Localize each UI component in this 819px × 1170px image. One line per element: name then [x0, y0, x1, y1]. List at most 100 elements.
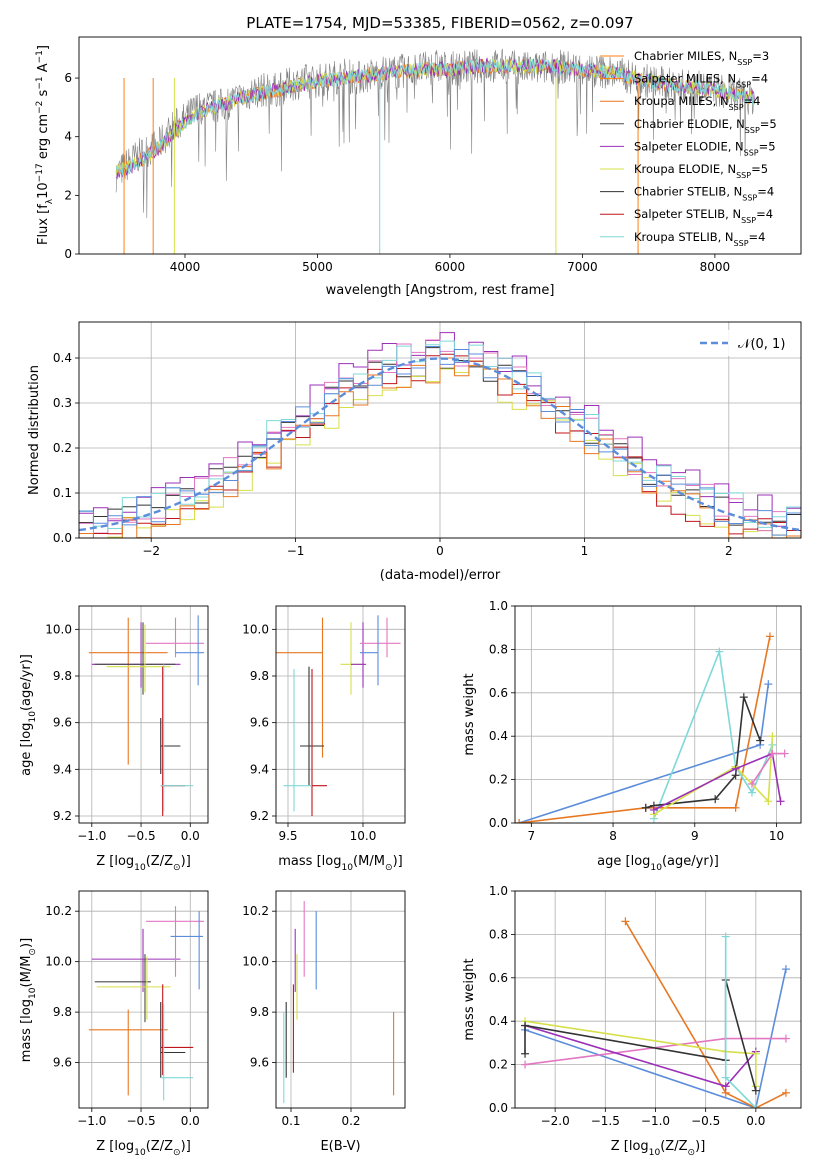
legend-entry: Kroupa STELIB, NSSP=4: [634, 230, 765, 248]
legend-text: =5: [751, 162, 768, 176]
legend-sub: SSP: [736, 171, 751, 180]
x-axis-label: Z [log10(Z/Z⊙)]: [96, 1139, 191, 1158]
x-tick-label: −1.0: [77, 1114, 106, 1128]
legend-sub: SSP: [729, 103, 744, 112]
legend-text: =4: [751, 72, 768, 86]
y-axis-label: mass weight: [462, 958, 477, 1040]
weight-line: [624, 920, 787, 1108]
legend-text: Kroupa STELIB, N: [634, 230, 734, 244]
legend-text: Kroupa ELODIE, N: [634, 162, 736, 176]
x-tick-label: 1: [581, 544, 589, 558]
legend-text: Salpeter STELIB, N: [634, 207, 741, 221]
y-tick-label: 0.0: [489, 1101, 508, 1115]
y-tick-label: 0.4: [489, 729, 508, 743]
axes-frame: [275, 605, 406, 824]
y-tick-label: 2: [64, 188, 72, 202]
x-axis-label-part: 10: [134, 1148, 146, 1158]
axes-frame: [514, 890, 802, 1109]
y-axis-label: mass [log10(M/M⊙)]: [19, 938, 38, 1062]
y-tick-label: 10.0: [45, 955, 72, 969]
x-tick-label: −0.5: [126, 829, 155, 843]
legend-entry: Chabrier STELIB, NSSP=4: [634, 185, 774, 203]
x-axis-label-part: Z [log: [96, 1139, 134, 1154]
y-tick-label: 9.6: [53, 716, 72, 730]
weight-vs-age-axes: [515, 605, 801, 824]
y-tick-label: 0.1: [53, 486, 72, 500]
y-tick-label: 0.3: [53, 396, 72, 410]
y-axis-label-part: −1: [35, 50, 45, 63]
x-axis-label-part: )]: [181, 854, 191, 869]
legend-entry: Chabrier ELODIE, NSSP=5: [634, 117, 777, 135]
y-axis-label: Flux [fλ10−17 erg cm−2 s−1 A−1]: [35, 45, 55, 245]
residual-hist-plot: [79, 332, 801, 538]
y-axis-label-part: mass [log: [19, 999, 34, 1062]
x-tick-label: 8: [609, 829, 617, 843]
weight-vs-Z-plot: [521, 917, 790, 1108]
x-tick-label: 5000: [302, 260, 333, 274]
x-axis-label-part: 10: [650, 863, 662, 873]
weight-line: [653, 752, 782, 811]
x-axis-label-part: mass [log: [278, 854, 341, 869]
x-axis-label-part: (Z/Z: [660, 1139, 687, 1154]
x-axis-label-part: ⊙: [688, 1148, 696, 1158]
x-axis-label-part: )]: [181, 1139, 191, 1154]
weight-line: [724, 936, 757, 1108]
legend-sub: SSP: [734, 238, 749, 247]
x-axis-label-part: Z [log: [611, 1139, 649, 1154]
x-tick-label: 0.2: [341, 1114, 360, 1128]
weight-line: [653, 648, 774, 819]
legend-text: Chabrier ELODIE, N: [634, 117, 745, 131]
y-tick-label: 1.0: [489, 599, 508, 613]
x-axis-label-part: (M/M: [353, 854, 385, 869]
y-axis-label-part: −17: [35, 163, 45, 182]
x-axis-label: (data-model)/error: [380, 568, 501, 583]
x-tick-label: 7: [528, 829, 536, 843]
y-axis-label-part: −1: [35, 76, 45, 89]
legend-entry: Salpeter STELIB, NSSP=4: [634, 207, 773, 225]
x-axis-label: Z [log10(Z/Z⊙)]: [96, 854, 191, 873]
y-tick-label: 0.4: [489, 1014, 508, 1028]
x-tick-label: −0.5: [126, 1114, 155, 1128]
legend-entry: Salpeter MILES, NSSP=4: [634, 72, 768, 90]
legend-text: =4: [744, 94, 761, 108]
y-tick-label: 0.4: [53, 351, 72, 365]
y-tick-label: 9.8: [250, 669, 269, 683]
legend-text: Chabrier STELIB, N: [634, 185, 742, 199]
legend-sub: SSP: [742, 193, 757, 202]
y-tick-label: 9.2: [53, 809, 72, 823]
weight-vs-age-plot: [515, 632, 789, 823]
y-tick-label: 0.2: [489, 773, 508, 787]
mass-vs-EBV-frame: 0.1 0.2 9.6 9.8 10.0 10.2 E(B-V): [242, 890, 406, 1154]
y-tick-label: 0: [64, 247, 72, 261]
spectrum-frame: 4000 5000 6000 7000 8000 0 2 4 6 PLATE=1754, MJD=…: [35, 14, 802, 298]
legend-sub: SSP: [741, 216, 756, 225]
y-tick-label: 1.0: [489, 884, 508, 898]
x-axis-label-part: (age/yr)]: [662, 854, 719, 869]
legend-entry: 𝒩(0, 1): [738, 337, 785, 352]
y-tick-label: 0.6: [489, 971, 508, 985]
x-tick-label: 0.0: [746, 1114, 765, 1128]
age-vs-Z-frame: −1.0 −0.5 0.09.29.49.69.810.0Z [log10(Z/Z⊙…: [19, 605, 209, 873]
x-axis-label-part: 10: [341, 863, 353, 873]
y-axis-label-part: ⊙: [28, 948, 38, 956]
weight-line: [524, 1024, 757, 1088]
x-tick-label: −1.0: [641, 1114, 670, 1128]
legend-text: =3: [752, 49, 769, 63]
mass-vs-EBV-axes: [276, 891, 405, 1108]
x-axis-label-part: ⊙: [173, 863, 181, 873]
y-axis-label-part: 10: [36, 182, 51, 199]
legend-text: =5: [760, 117, 777, 131]
x-tick-label: −1.0: [77, 829, 106, 843]
x-axis-label: Z [log10(Z/Z⊙)]: [611, 1139, 706, 1158]
y-axis-label-part: )]: [19, 938, 34, 948]
legend-sub: SSP: [745, 125, 760, 134]
legend-entry: Kroupa ELODIE, NSSP=5: [634, 162, 768, 180]
y-tick-label: 10.2: [45, 904, 72, 918]
y-tick-label: 9.8: [53, 1005, 72, 1019]
legend-entry: Salpeter ELODIE, NSSP=5: [634, 139, 776, 157]
age-vs-mass-plot: [276, 615, 401, 816]
x-axis-label: mass [log10(M/M⊙)]: [278, 854, 402, 873]
axes-frame: [78, 605, 209, 824]
